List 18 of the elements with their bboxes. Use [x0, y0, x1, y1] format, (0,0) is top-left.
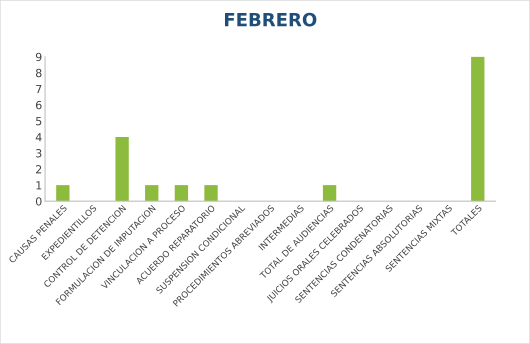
y-tick-label: 1: [36, 181, 42, 190]
chart-title: FEBRERO: [225, 12, 316, 26]
y-tick-label: 4: [36, 133, 42, 142]
y-tick-label: 9: [36, 52, 42, 62]
bar: [322, 185, 336, 202]
bar: [56, 185, 70, 202]
y-tick-label: 3: [36, 149, 42, 158]
bar: [145, 185, 158, 202]
y-tick-label: 6: [36, 100, 42, 110]
y-tick-label: 8: [36, 68, 42, 78]
y-tick-label: 7: [36, 84, 42, 94]
bar: [115, 137, 129, 202]
bar: [204, 185, 218, 202]
y-tick-label: 0: [36, 197, 42, 206]
y-tick-label: 2: [36, 165, 42, 174]
y-tick-label: 5: [36, 117, 42, 126]
bar: [174, 185, 188, 202]
bar: [471, 56, 484, 202]
